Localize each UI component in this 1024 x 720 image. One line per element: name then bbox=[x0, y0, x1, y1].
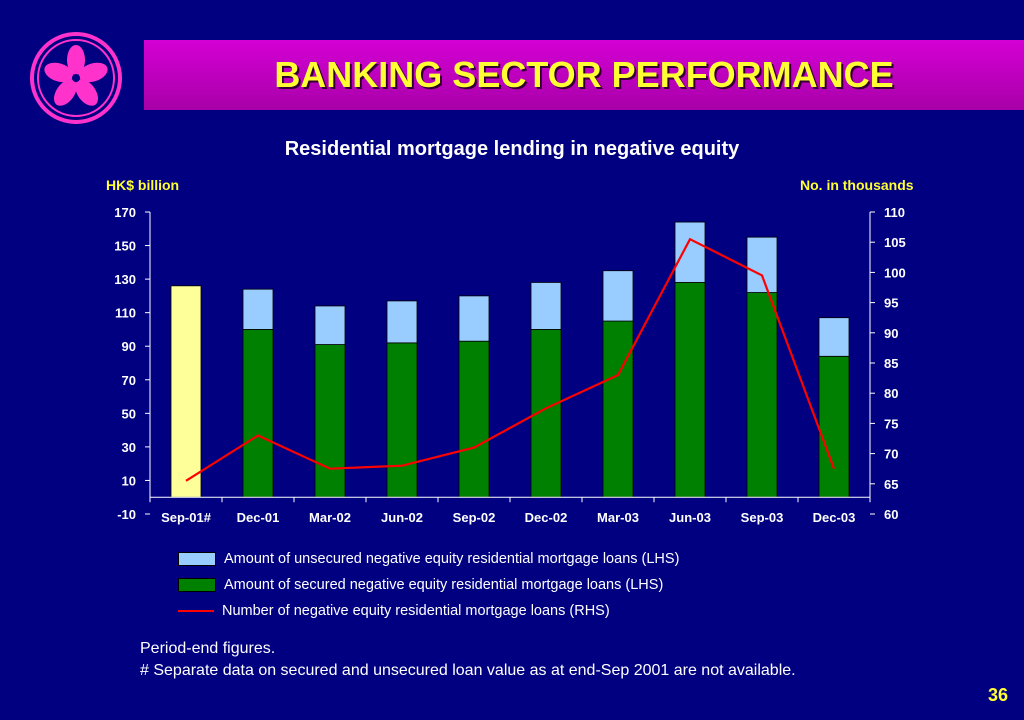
legend-label: Number of negative equity residential mo… bbox=[222, 603, 610, 619]
right-axis-label: No. in thousands bbox=[800, 177, 914, 193]
left-tick-label: 70 bbox=[122, 373, 136, 388]
bar-secured bbox=[674, 282, 706, 498]
chart-title: Residential mortgage lending in negative… bbox=[284, 138, 740, 160]
left-tick-label: 10 bbox=[122, 473, 136, 488]
bar-unsecured bbox=[314, 305, 346, 345]
legend-item-number: Number of negative equity residential mo… bbox=[178, 598, 679, 624]
left-tick-label: 130 bbox=[114, 272, 136, 287]
x-tick-label: Dec-02 bbox=[525, 510, 568, 525]
bar-secured bbox=[818, 355, 850, 498]
left-tick-label: -10 bbox=[117, 507, 136, 522]
title-banner: BANKING SECTOR PERFORMANCE bbox=[144, 40, 1024, 110]
x-tick-label: Sep-01# bbox=[161, 510, 212, 525]
legend-label: Amount of unsecured negative equity resi… bbox=[224, 551, 680, 567]
bar-unsecured bbox=[530, 282, 562, 330]
bar-unsecured bbox=[746, 236, 778, 293]
x-tick-label: Jun-02 bbox=[381, 510, 423, 525]
bar-unsecured bbox=[242, 288, 274, 330]
legend-item-secured: Amount of secured negative equity reside… bbox=[178, 572, 679, 598]
legend-item-unsecured: Amount of unsecured negative equity resi… bbox=[178, 546, 679, 572]
right-tick-label: 85 bbox=[884, 356, 898, 371]
right-tick-label: 70 bbox=[884, 447, 898, 462]
right-tick-label: 65 bbox=[884, 477, 898, 492]
footnotes: Period-end figures. # Separate data on s… bbox=[140, 638, 862, 682]
right-tick-label: 90 bbox=[884, 326, 898, 341]
legend: Amount of unsecured negative equity resi… bbox=[178, 546, 679, 624]
page-title: BANKING SECTOR PERFORMANCE bbox=[274, 54, 894, 95]
right-tick-label: 75 bbox=[884, 416, 898, 431]
right-tick-label: 60 bbox=[884, 507, 898, 522]
bar-unsecured bbox=[602, 270, 634, 322]
left-tick-label: 50 bbox=[122, 406, 136, 421]
bar-secured bbox=[314, 344, 346, 498]
x-tick-label: Mar-03 bbox=[597, 510, 639, 525]
left-tick-label: 170 bbox=[114, 205, 136, 220]
right-tick-label: 110 bbox=[884, 205, 905, 220]
bauhinia-logo bbox=[30, 32, 122, 124]
left-tick-label: 90 bbox=[122, 339, 136, 354]
right-tick-label: 95 bbox=[884, 296, 898, 311]
x-tick-label: Jun-03 bbox=[669, 510, 711, 525]
bar-unsecured bbox=[818, 317, 850, 357]
x-tick-label: Mar-02 bbox=[309, 510, 351, 525]
note-period: Period-end figures. bbox=[140, 640, 276, 657]
bar-secured bbox=[458, 340, 490, 498]
bar-secured bbox=[242, 329, 274, 498]
x-tick-label: Sep-03 bbox=[741, 510, 784, 525]
bar-secured bbox=[746, 292, 778, 498]
bar-secured bbox=[386, 342, 418, 498]
series-line-number bbox=[185, 237, 836, 482]
x-tick-label: Dec-03 bbox=[813, 510, 856, 525]
right-tick-label: 100 bbox=[884, 265, 906, 280]
bar-total bbox=[170, 285, 202, 498]
bar-unsecured bbox=[386, 300, 418, 344]
right-tick-label: 80 bbox=[884, 386, 898, 401]
bar-unsecured bbox=[674, 221, 706, 283]
x-tick-label: Sep-02 bbox=[453, 510, 496, 525]
x-tick-label: Dec-01 bbox=[237, 510, 280, 525]
legend-swatch-unsecured bbox=[178, 552, 216, 566]
legend-swatch-line bbox=[178, 610, 214, 612]
right-tick-label: 105 bbox=[884, 235, 906, 250]
left-tick-label: 150 bbox=[114, 239, 136, 254]
legend-swatch-secured bbox=[178, 578, 216, 592]
left-axis-label: HK$ billion bbox=[106, 177, 180, 193]
legend-label: Amount of secured negative equity reside… bbox=[224, 577, 664, 593]
note-separate-data: # Separate data on secured and unsecured… bbox=[140, 662, 796, 679]
left-tick-label: 30 bbox=[122, 440, 136, 455]
page-number: 36 bbox=[987, 685, 1008, 705]
bar-unsecured bbox=[458, 295, 490, 342]
bar-secured bbox=[602, 320, 634, 498]
left-tick-label: 110 bbox=[115, 306, 136, 321]
